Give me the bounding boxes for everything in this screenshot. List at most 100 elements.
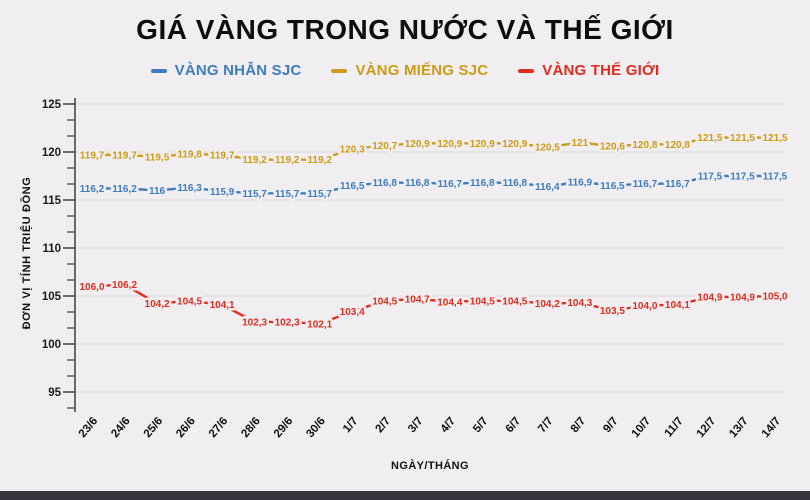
legend-item: VÀNG NHẪN SJC — [150, 62, 302, 79]
legend-label: VÀNG MIẾNG SJC — [355, 62, 489, 79]
data-point-label: 116,2 — [80, 184, 105, 195]
data-point-label: 121,5 — [730, 133, 755, 144]
y-axis-title: ĐƠN VỊ TÍNH TRIỆU ĐỒNG — [21, 176, 33, 330]
x-tick-label: 27/6 — [207, 415, 231, 440]
data-point-label: 116,4 — [535, 182, 560, 193]
data-point-label: 121,5 — [762, 133, 787, 144]
data-point-label: 102,3 — [242, 317, 267, 328]
x-tick-label: 25/6 — [142, 415, 166, 440]
bottom-bar — [0, 491, 810, 500]
data-point-label: 115,7 — [242, 189, 267, 200]
data-point-label: 116,8 — [405, 178, 430, 189]
data-point-label: 117,5 — [763, 172, 788, 183]
x-tick-label: 30/6 — [304, 415, 328, 440]
data-point-label: 104,9 — [697, 292, 722, 303]
data-point-label: 120,6 — [600, 142, 625, 153]
y-tick-label: 105 — [42, 291, 62, 303]
data-point-label: 104,1 — [665, 300, 690, 311]
data-point-label: 104,7 — [405, 294, 430, 305]
data-point-label: 102,3 — [275, 317, 300, 328]
y-tick-label: 100 — [42, 339, 61, 351]
x-tick-label: 1/7 — [341, 415, 360, 435]
data-point-label: 116,5 — [340, 181, 365, 192]
data-point-label: 117,5 — [730, 172, 755, 183]
data-point-label: 104,4 — [437, 297, 462, 308]
x-tick-label: 8/7 — [569, 415, 588, 435]
data-point-label: 119,5 — [145, 152, 170, 163]
x-tick-label: 14/7 — [760, 415, 784, 440]
data-point-label: 104,5 — [177, 296, 202, 307]
x-tick-label: 23/6 — [77, 415, 101, 440]
data-point-label: 115,9 — [210, 187, 235, 198]
data-point-label: 120,8 — [665, 140, 690, 151]
x-tick-label: 28/6 — [239, 415, 263, 440]
data-point-label: 116,7 — [633, 179, 658, 190]
legend-dash-icon — [518, 68, 535, 73]
x-tick-label: 12/7 — [695, 415, 719, 440]
data-point-label: 106,2 — [112, 280, 137, 291]
data-point-label: 116 — [149, 186, 166, 197]
data-point-label: 104,0 — [632, 301, 657, 312]
legend-item: VÀNG MIẾNG SJC — [331, 62, 488, 79]
x-tick-label: 7/7 — [536, 415, 555, 435]
x-tick-label: 6/7 — [504, 415, 523, 435]
data-point-label: 104,3 — [567, 298, 592, 309]
x-axis-title: NGÀY/THÁNG — [391, 460, 469, 472]
data-point-label: 104,5 — [470, 296, 495, 307]
data-point-label: 116,7 — [438, 179, 463, 190]
data-point-label: 120,3 — [340, 145, 365, 156]
y-tick-label: 120 — [42, 147, 61, 159]
data-point-label: 116,2 — [112, 184, 137, 195]
data-point-label: 104,1 — [210, 300, 235, 311]
data-point-label: 120,5 — [535, 143, 560, 154]
data-point-label: 119,7 — [80, 150, 105, 161]
data-point-label: 104,9 — [730, 292, 755, 303]
data-point-label: 103,5 — [600, 306, 625, 317]
data-point-label: 116,9 — [568, 177, 593, 188]
legend-dash-icon — [331, 68, 348, 73]
x-tick-label: 9/7 — [601, 415, 620, 435]
x-tick-label: 24/6 — [109, 415, 133, 440]
data-point-label: 119,7 — [210, 150, 235, 161]
data-point-label: 115,7 — [275, 189, 300, 200]
data-point-label: 103,4 — [340, 307, 365, 318]
data-point-label: 117,5 — [698, 172, 723, 183]
legend-label: VÀNG THẾ GIỚI — [542, 62, 660, 79]
data-point-label: 120,9 — [470, 139, 495, 150]
x-tick-label: 4/7 — [439, 415, 458, 435]
legend-dash-icon — [150, 68, 167, 73]
data-point-label: 120,9 — [502, 139, 527, 150]
x-tick-label: 11/7 — [663, 415, 686, 439]
data-point-label: 105,0 — [762, 292, 787, 303]
x-tick-label: 13/7 — [727, 415, 751, 440]
data-point-label: 120,9 — [437, 139, 462, 150]
data-point-label: 119,2 — [275, 155, 300, 166]
x-tick-label: 29/6 — [272, 415, 296, 440]
data-point-label: 119,2 — [307, 155, 332, 166]
data-point-label: 115,7 — [307, 189, 332, 200]
data-point-label: 120,9 — [405, 139, 430, 150]
legend-label: VÀNG NHẪN SJC — [174, 62, 302, 79]
data-point-label: 121,5 — [697, 133, 722, 144]
legend-item: VÀNG THẾ GIỚI — [518, 62, 659, 79]
data-point-label: 102,1 — [307, 319, 332, 330]
data-point-label: 119,8 — [177, 149, 202, 160]
data-point-label: 119,7 — [112, 150, 137, 161]
x-tick-label: 3/7 — [406, 415, 425, 435]
data-point-label: 116,8 — [470, 178, 495, 189]
series-line — [91, 283, 776, 326]
chart-legend: VÀNG NHẪN SJC VÀNG MIẾNG SJC VÀNG THẾ GIỚI — [0, 62, 810, 79]
x-tick-label: 2/7 — [374, 415, 393, 435]
series-line — [92, 174, 775, 195]
data-point-label: 116,8 — [372, 178, 397, 189]
y-tick-label: 115 — [42, 195, 61, 207]
data-point-label: 106,0 — [79, 282, 104, 293]
y-tick-label: 110 — [42, 243, 61, 255]
x-tick-label: 5/7 — [471, 415, 490, 435]
y-tick-label: 95 — [48, 387, 61, 399]
data-point-label: 116,7 — [665, 179, 690, 190]
data-point-label: 120,8 — [632, 140, 657, 151]
data-point-label: 104,2 — [535, 299, 560, 310]
